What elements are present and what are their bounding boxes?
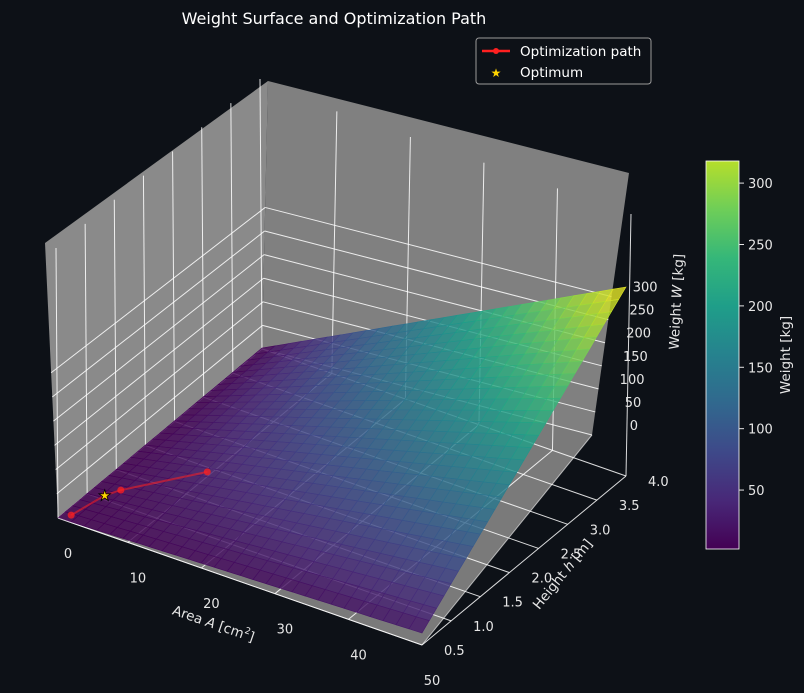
legend-path-marker: [493, 48, 499, 54]
surface-cell: [408, 616, 430, 634]
y-tick-label: 1.0: [473, 620, 494, 635]
z-tick-label: 150: [623, 350, 648, 365]
grid-line: [56, 325, 263, 495]
y-tick-label: 0.5: [444, 644, 465, 659]
y-tick-label: 1.5: [502, 596, 523, 611]
grid-line: [625, 213, 632, 477]
x-tick-label: 30: [277, 623, 294, 638]
grid-line: [201, 127, 205, 398]
z-tick-label: 100: [620, 373, 645, 388]
colorbar: 50 100 150 200 250 300 Weight [kg]: [705, 160, 794, 550]
z-tick-label: 250: [629, 304, 654, 319]
z-tick-label: 300: [633, 281, 658, 296]
y-tick-label: 2.0: [531, 572, 552, 587]
colorbar-gradient: [705, 160, 740, 550]
y-tick-label: 3.0: [590, 523, 611, 538]
colorbar-tick-label: 150: [748, 361, 773, 376]
grid-line: [230, 103, 234, 374]
grid-line: [172, 151, 176, 422]
grid-line: [55, 301, 264, 470]
grid-line: [259, 78, 263, 350]
weight-surface: [57, 286, 627, 634]
y-axis-edge: [421, 434, 593, 646]
grid-line: [331, 111, 338, 374]
optimization-path: ★: [67, 468, 211, 519]
z-axis-label: Weight W [kg]: [667, 253, 688, 350]
x-tick-label: 50: [424, 674, 441, 689]
grid-line: [421, 475, 627, 646]
z-tick-labels: 0 50 100 150 200 250 300: [620, 281, 658, 434]
legend-optimum-label: Optimum: [520, 65, 583, 81]
optimum-star-icon: ★: [98, 486, 111, 504]
x-tick-label: 20: [203, 597, 220, 612]
y-tick-label: 4.0: [648, 475, 669, 490]
grid-line: [265, 206, 612, 298]
grid-line: [142, 175, 146, 446]
path-point: [117, 486, 125, 494]
x-tick-label: 0: [64, 547, 72, 562]
colorbar-tick-label: 50: [748, 484, 765, 499]
path-point: [101, 491, 109, 499]
legend-star-icon: ★: [491, 66, 502, 80]
z-tick-label: 0: [630, 419, 638, 434]
grid-line: [54, 277, 264, 446]
y-tick-label: 2.5: [561, 547, 582, 562]
chart-title: Weight Surface and Optimization Path: [182, 9, 487, 28]
x-tick-label: 40: [350, 648, 367, 663]
legend-path-label: Optimization path: [520, 44, 641, 60]
colorbar-tick-label: 200: [748, 300, 773, 315]
path-point: [67, 511, 75, 519]
legend: Optimization path ★ Optimum: [475, 37, 652, 85]
z-tick-label: 50: [625, 396, 642, 411]
grid-line: [50, 207, 266, 374]
grid-line: [113, 199, 117, 470]
axis-edges: [57, 434, 593, 646]
path-point: [203, 468, 211, 476]
y-tick-labels: 0.5 1.0 1.5 2.0 2.5 3.0 3.5 4.0: [444, 475, 669, 659]
z-tick-label: 200: [626, 327, 651, 342]
path-line: [70, 470, 208, 516]
grid-line: [53, 254, 265, 422]
colorbar-tick-label: 250: [748, 238, 773, 253]
colorbar-ticks: 50 100 150 200 250 300: [739, 177, 773, 499]
x-tick-labels: 0 10 20 30 40 50: [64, 547, 440, 689]
colorbar-label: Weight [kg]: [778, 316, 794, 394]
grid-line: [84, 223, 88, 494]
y-tick-label: 3.5: [619, 499, 640, 514]
colorbar-tick-label: 100: [748, 423, 773, 438]
legend-box: [475, 37, 652, 85]
grid-line: [55, 247, 59, 519]
grid-line: [51, 230, 265, 398]
colorbar-tick-label: 300: [748, 177, 773, 192]
x-axis-edge: [57, 517, 423, 646]
x-tick-label: 10: [130, 571, 147, 586]
